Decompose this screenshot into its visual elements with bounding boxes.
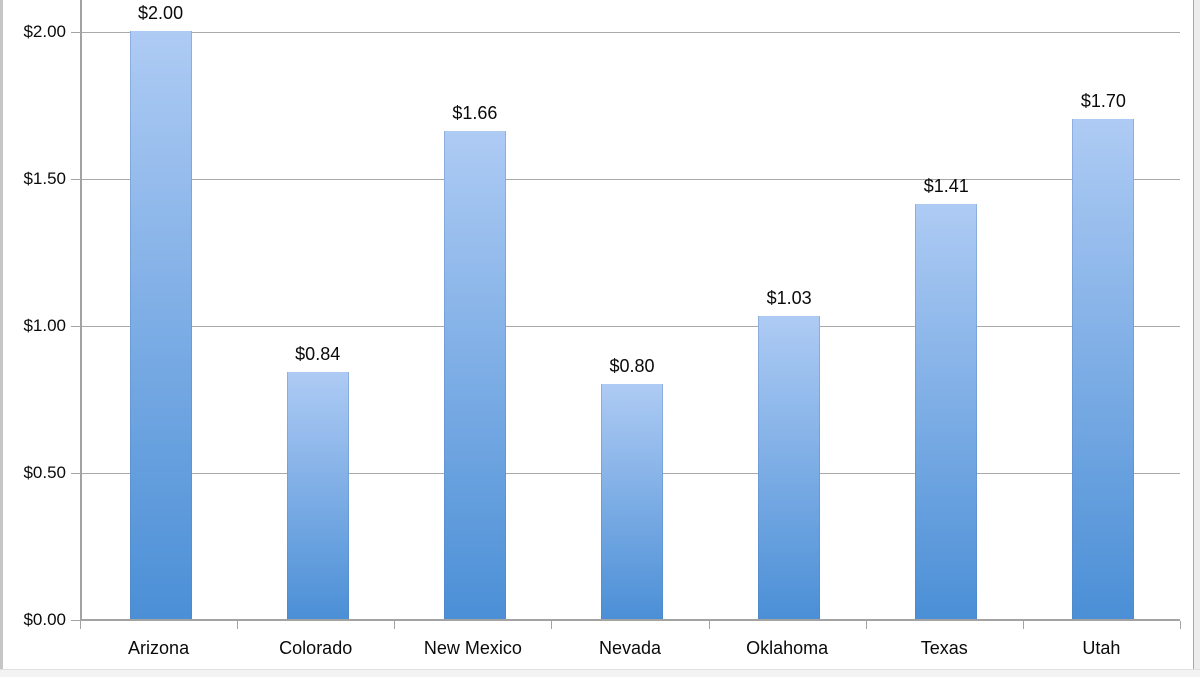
x-axis-tick — [237, 621, 239, 629]
x-category-label: Oklahoma — [746, 638, 829, 658]
x-axis-tick — [551, 621, 553, 629]
bar-value-label: $0.80 — [609, 355, 655, 376]
x-category-label: Utah — [1082, 638, 1121, 658]
window-edge-left — [0, 0, 3, 677]
y-tick-label: $1.50 — [23, 169, 66, 188]
bar-value-label: $1.03 — [766, 288, 812, 309]
window-edge-right — [1193, 0, 1200, 677]
x-axis-tick — [1180, 621, 1181, 629]
gridline — [82, 179, 1180, 180]
bar-arizona — [129, 31, 192, 619]
bar-new-mexico — [443, 130, 506, 619]
bar-colorado — [286, 372, 349, 619]
gridline — [82, 32, 1180, 33]
x-axis-tick — [865, 621, 867, 629]
x-axis-tick — [1022, 621, 1024, 629]
y-axis-tick — [71, 473, 80, 474]
bar-value-label: $1.70 — [1080, 91, 1126, 112]
y-tick-label: $1.00 — [23, 316, 66, 335]
x-axis-tick — [80, 621, 81, 629]
bar-nevada — [601, 383, 663, 619]
x-category-label: New Mexico — [423, 638, 522, 658]
bar-value-label: $1.41 — [923, 176, 969, 197]
window-edge-bottom — [0, 669, 1200, 677]
plot-area: $2.00 $0.84 $1.66 $0.80 $1.03 $1.41 $1.70 — [80, 0, 1180, 621]
bar-value-label: $1.66 — [452, 102, 498, 123]
gridline — [82, 326, 1180, 327]
y-tick-label: $2.00 — [23, 22, 66, 41]
y-axis-tick — [71, 32, 80, 33]
y-tick-label: $0.50 — [23, 463, 66, 482]
bar-oklahoma — [758, 316, 821, 619]
x-category-label: Arizona — [128, 638, 190, 658]
y-axis-tick — [71, 326, 80, 327]
x-category-label: Nevada — [598, 638, 662, 658]
x-category-label: Colorado — [279, 638, 353, 658]
x-category-label: Texas — [920, 638, 968, 658]
bar-texas — [915, 204, 978, 619]
x-axis-tick — [394, 621, 396, 629]
y-axis-tick — [71, 179, 80, 180]
y-tick-label: $0.00 — [23, 610, 66, 629]
x-axis-tick — [708, 621, 710, 629]
y-axis-tick — [71, 620, 80, 621]
bar-utah — [1072, 119, 1135, 619]
bar-value-label: $2.00 — [138, 3, 184, 23]
bar-value-label: $0.84 — [295, 344, 341, 365]
